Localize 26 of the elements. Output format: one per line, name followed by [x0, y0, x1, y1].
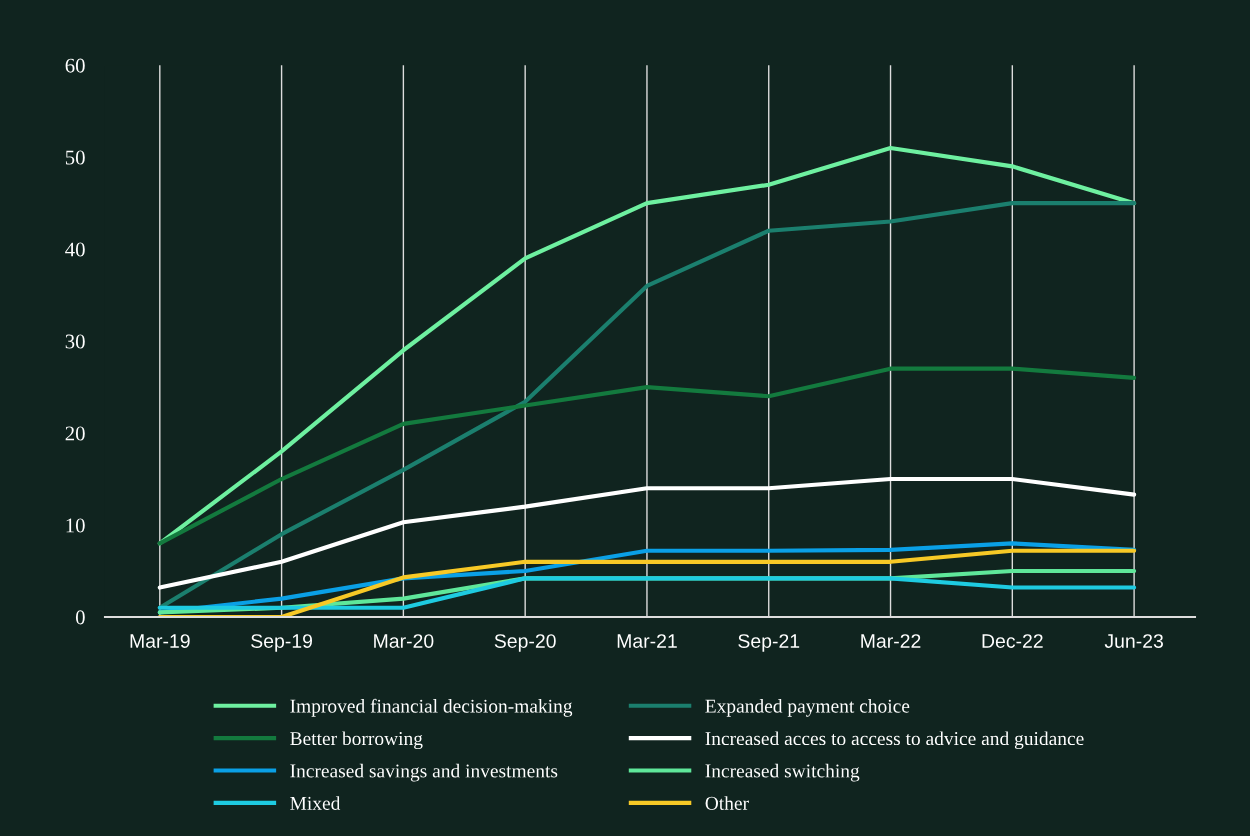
y-tick-label: 20 [65, 426, 85, 441]
legend-label: Other [705, 796, 749, 810]
y-tick-label: 10 [66, 518, 85, 533]
x-tick-label: Mar-21 [617, 634, 677, 648]
legend-label: Increased savings and investments [290, 763, 558, 782]
legend-label: Increased switching [705, 763, 860, 782]
y-tick-label: 30 [65, 334, 85, 349]
x-tick-label: Dec-22 [982, 634, 1043, 648]
x-tick-label: Sep-20 [494, 634, 556, 652]
x-tick-label: Mar-20 [374, 634, 434, 648]
line-series [157, 476, 1137, 590]
x-tick-label: Mar-19 [130, 634, 190, 648]
y-tick-label: 60 [65, 58, 85, 73]
y-tick-label: 40 [65, 242, 85, 257]
x-tick-label: Sep-21 [738, 634, 800, 652]
legend-label: Improved financial decision-making [290, 698, 573, 717]
y-tick-label: 50 [65, 150, 85, 165]
legend-label: Mixed [290, 796, 341, 810]
x-tick-label: Mar-22 [861, 634, 921, 648]
y-tick-label: 0 [75, 610, 85, 625]
legend-label: Increased acces to access to advice and guidance [705, 731, 1084, 750]
line-series [157, 366, 1137, 546]
x-tick-label: Jun-23 [1104, 634, 1163, 648]
x-tick-label: Sep-19 [251, 634, 313, 652]
legend-label: Better borrowing [290, 731, 423, 750]
legend-label: Expanded payment choice [705, 699, 910, 717]
